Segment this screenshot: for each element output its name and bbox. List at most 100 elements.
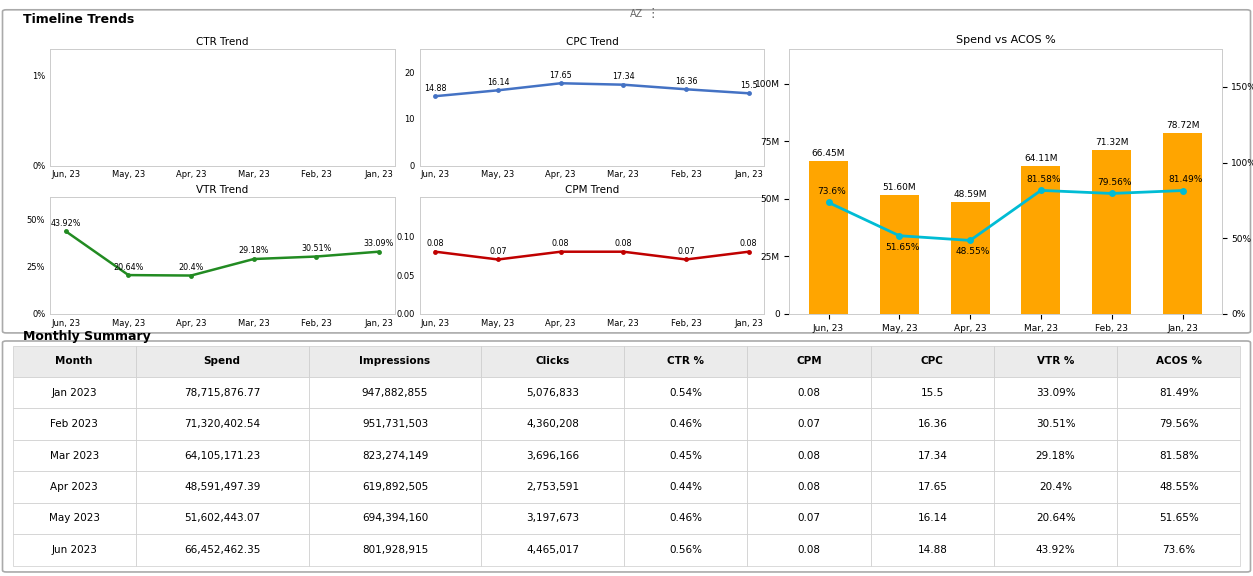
Text: 66,452,462.35: 66,452,462.35 <box>184 545 261 555</box>
Text: 3,696,166: 3,696,166 <box>526 450 579 461</box>
Text: 0.08: 0.08 <box>553 239 569 248</box>
Bar <box>809 161 848 314</box>
Text: 0.08: 0.08 <box>798 545 821 555</box>
Text: 15.5: 15.5 <box>739 81 758 90</box>
Text: 81.49%: 81.49% <box>1168 175 1203 184</box>
Text: Jun 2023: Jun 2023 <box>51 545 96 555</box>
Text: 17.65: 17.65 <box>549 71 573 79</box>
Text: Jan 2023: Jan 2023 <box>51 388 96 398</box>
Text: 29.18%: 29.18% <box>238 247 269 256</box>
Text: 619,892,505: 619,892,505 <box>362 482 429 492</box>
Text: 51.65%: 51.65% <box>1159 513 1199 524</box>
Text: 78,715,876.77: 78,715,876.77 <box>184 388 261 398</box>
Text: 43.92%: 43.92% <box>50 219 81 228</box>
Text: 0.08: 0.08 <box>798 388 821 398</box>
Text: Timeline Trends: Timeline Trends <box>23 13 134 25</box>
Text: 951,731,503: 951,731,503 <box>362 419 429 429</box>
Text: 48.55%: 48.55% <box>956 247 990 256</box>
Bar <box>1093 150 1131 314</box>
Text: 51.60M: 51.60M <box>882 183 916 192</box>
Text: AZ: AZ <box>630 9 643 19</box>
Text: 71.32M: 71.32M <box>1095 138 1129 147</box>
Text: CPM: CPM <box>797 357 822 366</box>
Text: 4,360,208: 4,360,208 <box>526 419 579 429</box>
Text: 79.56%: 79.56% <box>1098 178 1131 187</box>
Text: 20.64%: 20.64% <box>1036 513 1075 524</box>
Text: 81.58%: 81.58% <box>1026 175 1061 184</box>
Text: 51.65%: 51.65% <box>885 242 920 252</box>
Text: 0.45%: 0.45% <box>669 450 703 461</box>
Text: 33.09%: 33.09% <box>1036 388 1075 398</box>
Text: 0.56%: 0.56% <box>669 545 703 555</box>
Text: Monthly Summary: Monthly Summary <box>23 331 150 343</box>
Text: 0.07: 0.07 <box>677 247 695 256</box>
Text: 5,076,833: 5,076,833 <box>526 388 579 398</box>
Text: 64,105,171.23: 64,105,171.23 <box>184 450 261 461</box>
Text: 0.07: 0.07 <box>798 513 821 524</box>
Text: 81.49%: 81.49% <box>1159 388 1199 398</box>
Text: Spend: Spend <box>204 357 241 366</box>
Text: 71,320,402.54: 71,320,402.54 <box>184 419 261 429</box>
Text: 15.5: 15.5 <box>921 388 944 398</box>
Text: 79.56%: 79.56% <box>1159 419 1199 429</box>
Text: 20.4%: 20.4% <box>178 263 204 272</box>
Text: 51,602,443.07: 51,602,443.07 <box>184 513 261 524</box>
Bar <box>951 202 990 314</box>
Text: 0.08: 0.08 <box>741 239 757 248</box>
Text: 73.6%: 73.6% <box>1163 545 1195 555</box>
Text: 16.14: 16.14 <box>917 513 947 524</box>
Text: 14.88: 14.88 <box>425 84 446 93</box>
Text: Apr 2023: Apr 2023 <box>50 482 98 492</box>
Text: Impressions: Impressions <box>360 357 431 366</box>
Text: 17.34: 17.34 <box>917 450 947 461</box>
Text: 33.09%: 33.09% <box>363 239 395 248</box>
Text: ⋮: ⋮ <box>647 7 659 20</box>
Text: CPC: CPC <box>921 357 944 366</box>
Title: CPC Trend: CPC Trend <box>565 37 619 47</box>
Text: 694,394,160: 694,394,160 <box>362 513 429 524</box>
Bar <box>880 195 918 314</box>
Text: 78.72M: 78.72M <box>1165 121 1199 130</box>
Text: 801,928,915: 801,928,915 <box>362 545 429 555</box>
Text: 43.92%: 43.92% <box>1036 545 1075 555</box>
Text: Mar 2023: Mar 2023 <box>50 450 99 461</box>
Bar <box>1021 166 1060 314</box>
Text: 0.44%: 0.44% <box>669 482 703 492</box>
Text: 0.07: 0.07 <box>798 419 821 429</box>
Text: 0.08: 0.08 <box>615 239 632 248</box>
Text: 823,274,149: 823,274,149 <box>362 450 429 461</box>
Text: 16.36: 16.36 <box>917 419 947 429</box>
Text: Month: Month <box>55 357 93 366</box>
Title: CTR Trend: CTR Trend <box>197 37 248 47</box>
Text: 20.4%: 20.4% <box>1039 482 1073 492</box>
Text: 0.46%: 0.46% <box>669 419 703 429</box>
Text: 0.08: 0.08 <box>798 482 821 492</box>
Text: 17.65: 17.65 <box>917 482 947 492</box>
Text: 2,753,591: 2,753,591 <box>526 482 579 492</box>
Text: Feb 2023: Feb 2023 <box>50 419 98 429</box>
Text: 14.88: 14.88 <box>917 545 947 555</box>
Text: CTR %: CTR % <box>668 357 704 366</box>
Text: 30.51%: 30.51% <box>1036 419 1075 429</box>
Title: Spend vs ACOS %: Spend vs ACOS % <box>956 35 1055 46</box>
Text: 0.54%: 0.54% <box>669 388 703 398</box>
Text: 48,591,497.39: 48,591,497.39 <box>184 482 261 492</box>
Text: 48.55%: 48.55% <box>1159 482 1199 492</box>
Text: 0.46%: 0.46% <box>669 513 703 524</box>
Text: 0.08: 0.08 <box>798 450 821 461</box>
Text: 66.45M: 66.45M <box>812 149 846 158</box>
Text: 30.51%: 30.51% <box>301 244 332 253</box>
Text: 947,882,855: 947,882,855 <box>362 388 429 398</box>
Text: 0.07: 0.07 <box>489 247 507 256</box>
Text: 48.59M: 48.59M <box>954 190 987 199</box>
Text: 20.64%: 20.64% <box>113 263 144 271</box>
Text: ACOS %: ACOS % <box>1155 357 1202 366</box>
Text: 73.6%: 73.6% <box>817 187 846 196</box>
Text: VTR %: VTR % <box>1037 357 1074 366</box>
Text: 4,465,017: 4,465,017 <box>526 545 579 555</box>
Text: 16.36: 16.36 <box>675 77 697 86</box>
Text: 3,197,673: 3,197,673 <box>526 513 579 524</box>
Text: Clicks: Clicks <box>536 357 570 366</box>
Bar <box>1163 132 1202 314</box>
Title: CPM Trend: CPM Trend <box>565 185 619 195</box>
